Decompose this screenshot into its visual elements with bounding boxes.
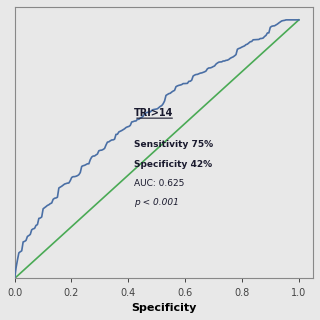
Text: TRI>14: TRI>14 bbox=[134, 108, 173, 118]
Text: AUC: 0.625: AUC: 0.625 bbox=[134, 179, 184, 188]
Text: Sensitivity 75%: Sensitivity 75% bbox=[134, 140, 213, 149]
Text: Specificity 42%: Specificity 42% bbox=[134, 159, 212, 169]
Text: p < 0.001: p < 0.001 bbox=[134, 198, 179, 207]
X-axis label: Specificity: Specificity bbox=[131, 303, 196, 313]
